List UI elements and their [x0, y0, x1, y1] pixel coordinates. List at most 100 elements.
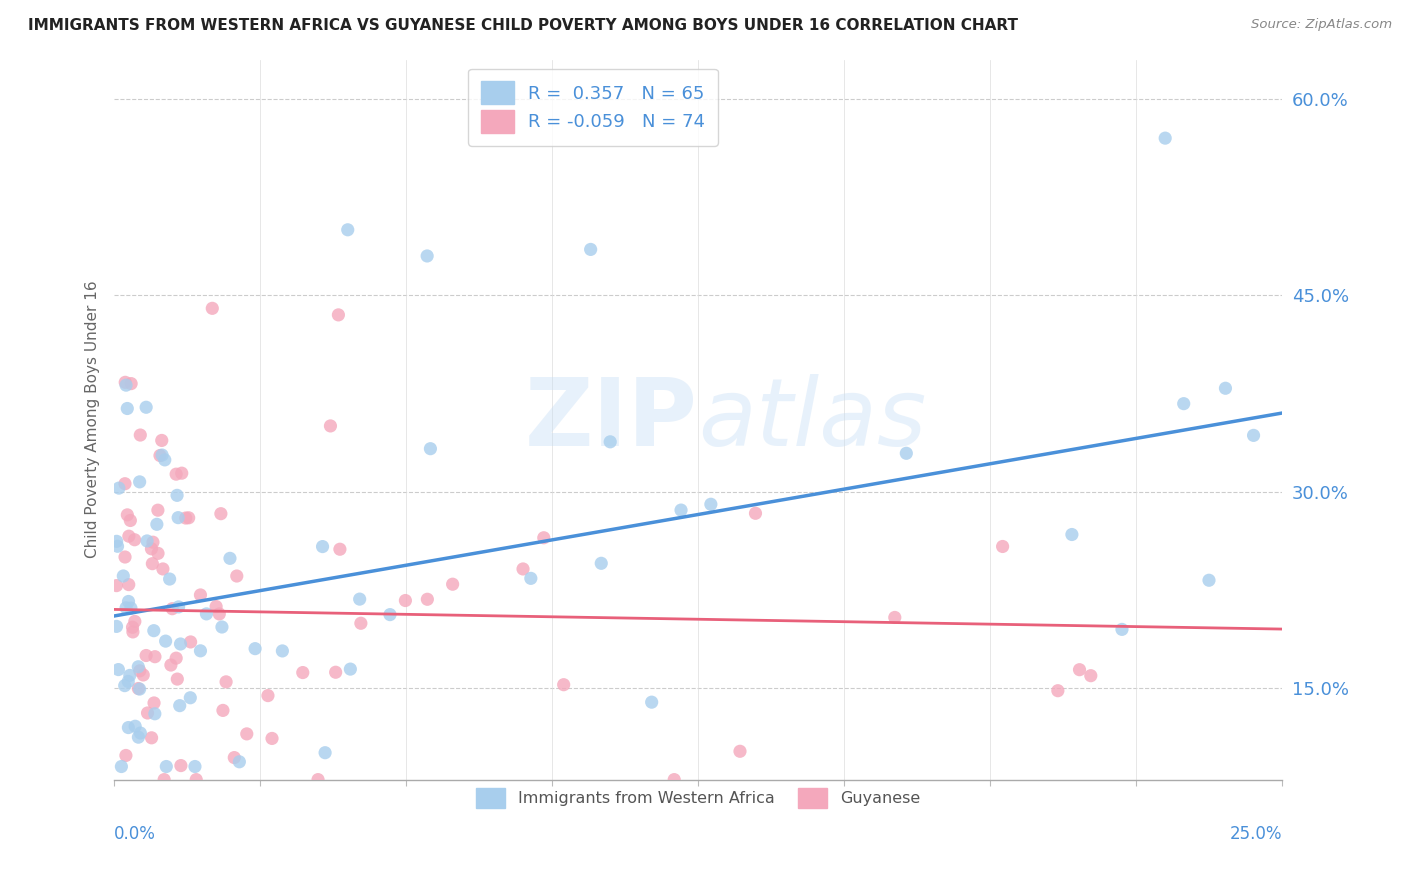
Point — [124, 533, 146, 547]
Point — [416, 249, 439, 263]
Text: ZIP: ZIP — [526, 374, 699, 466]
Point — [150, 434, 173, 448]
Point — [124, 719, 146, 733]
Point — [146, 546, 169, 560]
Point — [201, 301, 224, 316]
Point — [180, 635, 202, 649]
Point — [219, 551, 242, 566]
Point — [128, 475, 150, 489]
Point — [129, 726, 152, 740]
Point — [105, 619, 128, 633]
Point — [120, 601, 142, 615]
Y-axis label: Child Poverty Among Boys Under 16: Child Poverty Among Boys Under 16 — [86, 281, 100, 558]
Point — [117, 594, 139, 608]
Point — [190, 644, 212, 658]
Point — [122, 624, 145, 639]
Legend: Immigrants from Western Africa, Guyanese: Immigrants from Western Africa, Guyanese — [470, 781, 927, 814]
Point — [291, 665, 314, 680]
Point — [728, 744, 751, 758]
Point — [329, 542, 352, 557]
Point — [160, 658, 183, 673]
Point — [640, 695, 662, 709]
Point — [128, 682, 150, 697]
Point — [143, 696, 166, 710]
Point — [165, 651, 187, 665]
Point — [311, 540, 333, 554]
Point — [117, 401, 139, 416]
Point — [115, 600, 138, 615]
Point — [350, 616, 373, 631]
Point — [991, 540, 1014, 554]
Point — [170, 758, 193, 772]
Point — [142, 535, 165, 549]
Point — [257, 689, 280, 703]
Point — [1154, 131, 1177, 145]
Text: Source: ZipAtlas.com: Source: ZipAtlas.com — [1251, 18, 1392, 31]
Point — [107, 663, 129, 677]
Point — [135, 648, 157, 663]
Point — [107, 539, 129, 553]
Point — [177, 511, 200, 525]
Point — [419, 442, 441, 456]
Point — [243, 641, 266, 656]
Point — [212, 703, 235, 717]
Point — [1243, 428, 1265, 442]
Point — [117, 721, 139, 735]
Point — [1080, 669, 1102, 683]
Point — [167, 599, 190, 614]
Point — [664, 772, 686, 787]
Point — [121, 620, 143, 634]
Point — [141, 541, 163, 556]
Point — [135, 401, 157, 415]
Point — [146, 503, 169, 517]
Point — [166, 672, 188, 686]
Text: IMMIGRANTS FROM WESTERN AFRICA VS GUYANESE CHILD POVERTY AMONG BOYS UNDER 16 COR: IMMIGRANTS FROM WESTERN AFRICA VS GUYANE… — [28, 18, 1018, 33]
Point — [378, 607, 401, 622]
Point — [319, 419, 342, 434]
Point — [174, 511, 197, 525]
Point — [120, 376, 142, 391]
Point — [170, 466, 193, 480]
Point — [190, 588, 212, 602]
Point — [108, 481, 131, 495]
Point — [169, 698, 191, 713]
Point — [117, 674, 139, 689]
Point — [205, 599, 228, 614]
Point — [153, 772, 176, 787]
Point — [186, 772, 208, 787]
Point — [127, 730, 149, 744]
Point — [533, 531, 555, 545]
Point — [159, 572, 181, 586]
Point — [162, 601, 184, 615]
Point — [143, 649, 166, 664]
Point — [165, 467, 187, 482]
Point — [349, 592, 371, 607]
Point — [211, 620, 233, 634]
Point — [136, 706, 159, 720]
Point — [599, 434, 621, 449]
Point — [1215, 381, 1237, 395]
Point — [115, 748, 138, 763]
Point — [114, 679, 136, 693]
Point — [416, 592, 439, 607]
Point — [167, 510, 190, 524]
Point — [314, 746, 336, 760]
Point — [118, 668, 141, 682]
Point — [114, 549, 136, 564]
Point — [224, 750, 246, 764]
Point — [141, 731, 163, 745]
Point — [215, 674, 238, 689]
Point — [700, 497, 723, 511]
Point — [114, 476, 136, 491]
Point — [208, 607, 231, 621]
Point — [184, 759, 207, 773]
Point — [155, 759, 177, 773]
Point — [512, 562, 534, 576]
Point — [179, 690, 201, 705]
Point — [142, 624, 165, 638]
Point — [307, 772, 329, 787]
Point — [118, 529, 141, 543]
Point — [325, 665, 347, 680]
Point — [1111, 623, 1133, 637]
Point — [105, 534, 128, 549]
